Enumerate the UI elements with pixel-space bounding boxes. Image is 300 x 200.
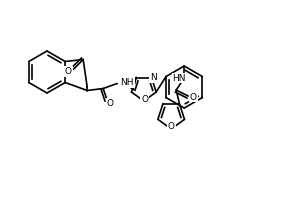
Text: O: O [141,95,148,104]
Text: N: N [150,73,157,82]
Text: HN: HN [172,74,186,83]
Text: O: O [168,122,175,131]
Text: NH: NH [120,78,134,87]
Text: O: O [65,67,72,76]
Text: O: O [107,99,114,108]
Text: O: O [190,93,197,102]
